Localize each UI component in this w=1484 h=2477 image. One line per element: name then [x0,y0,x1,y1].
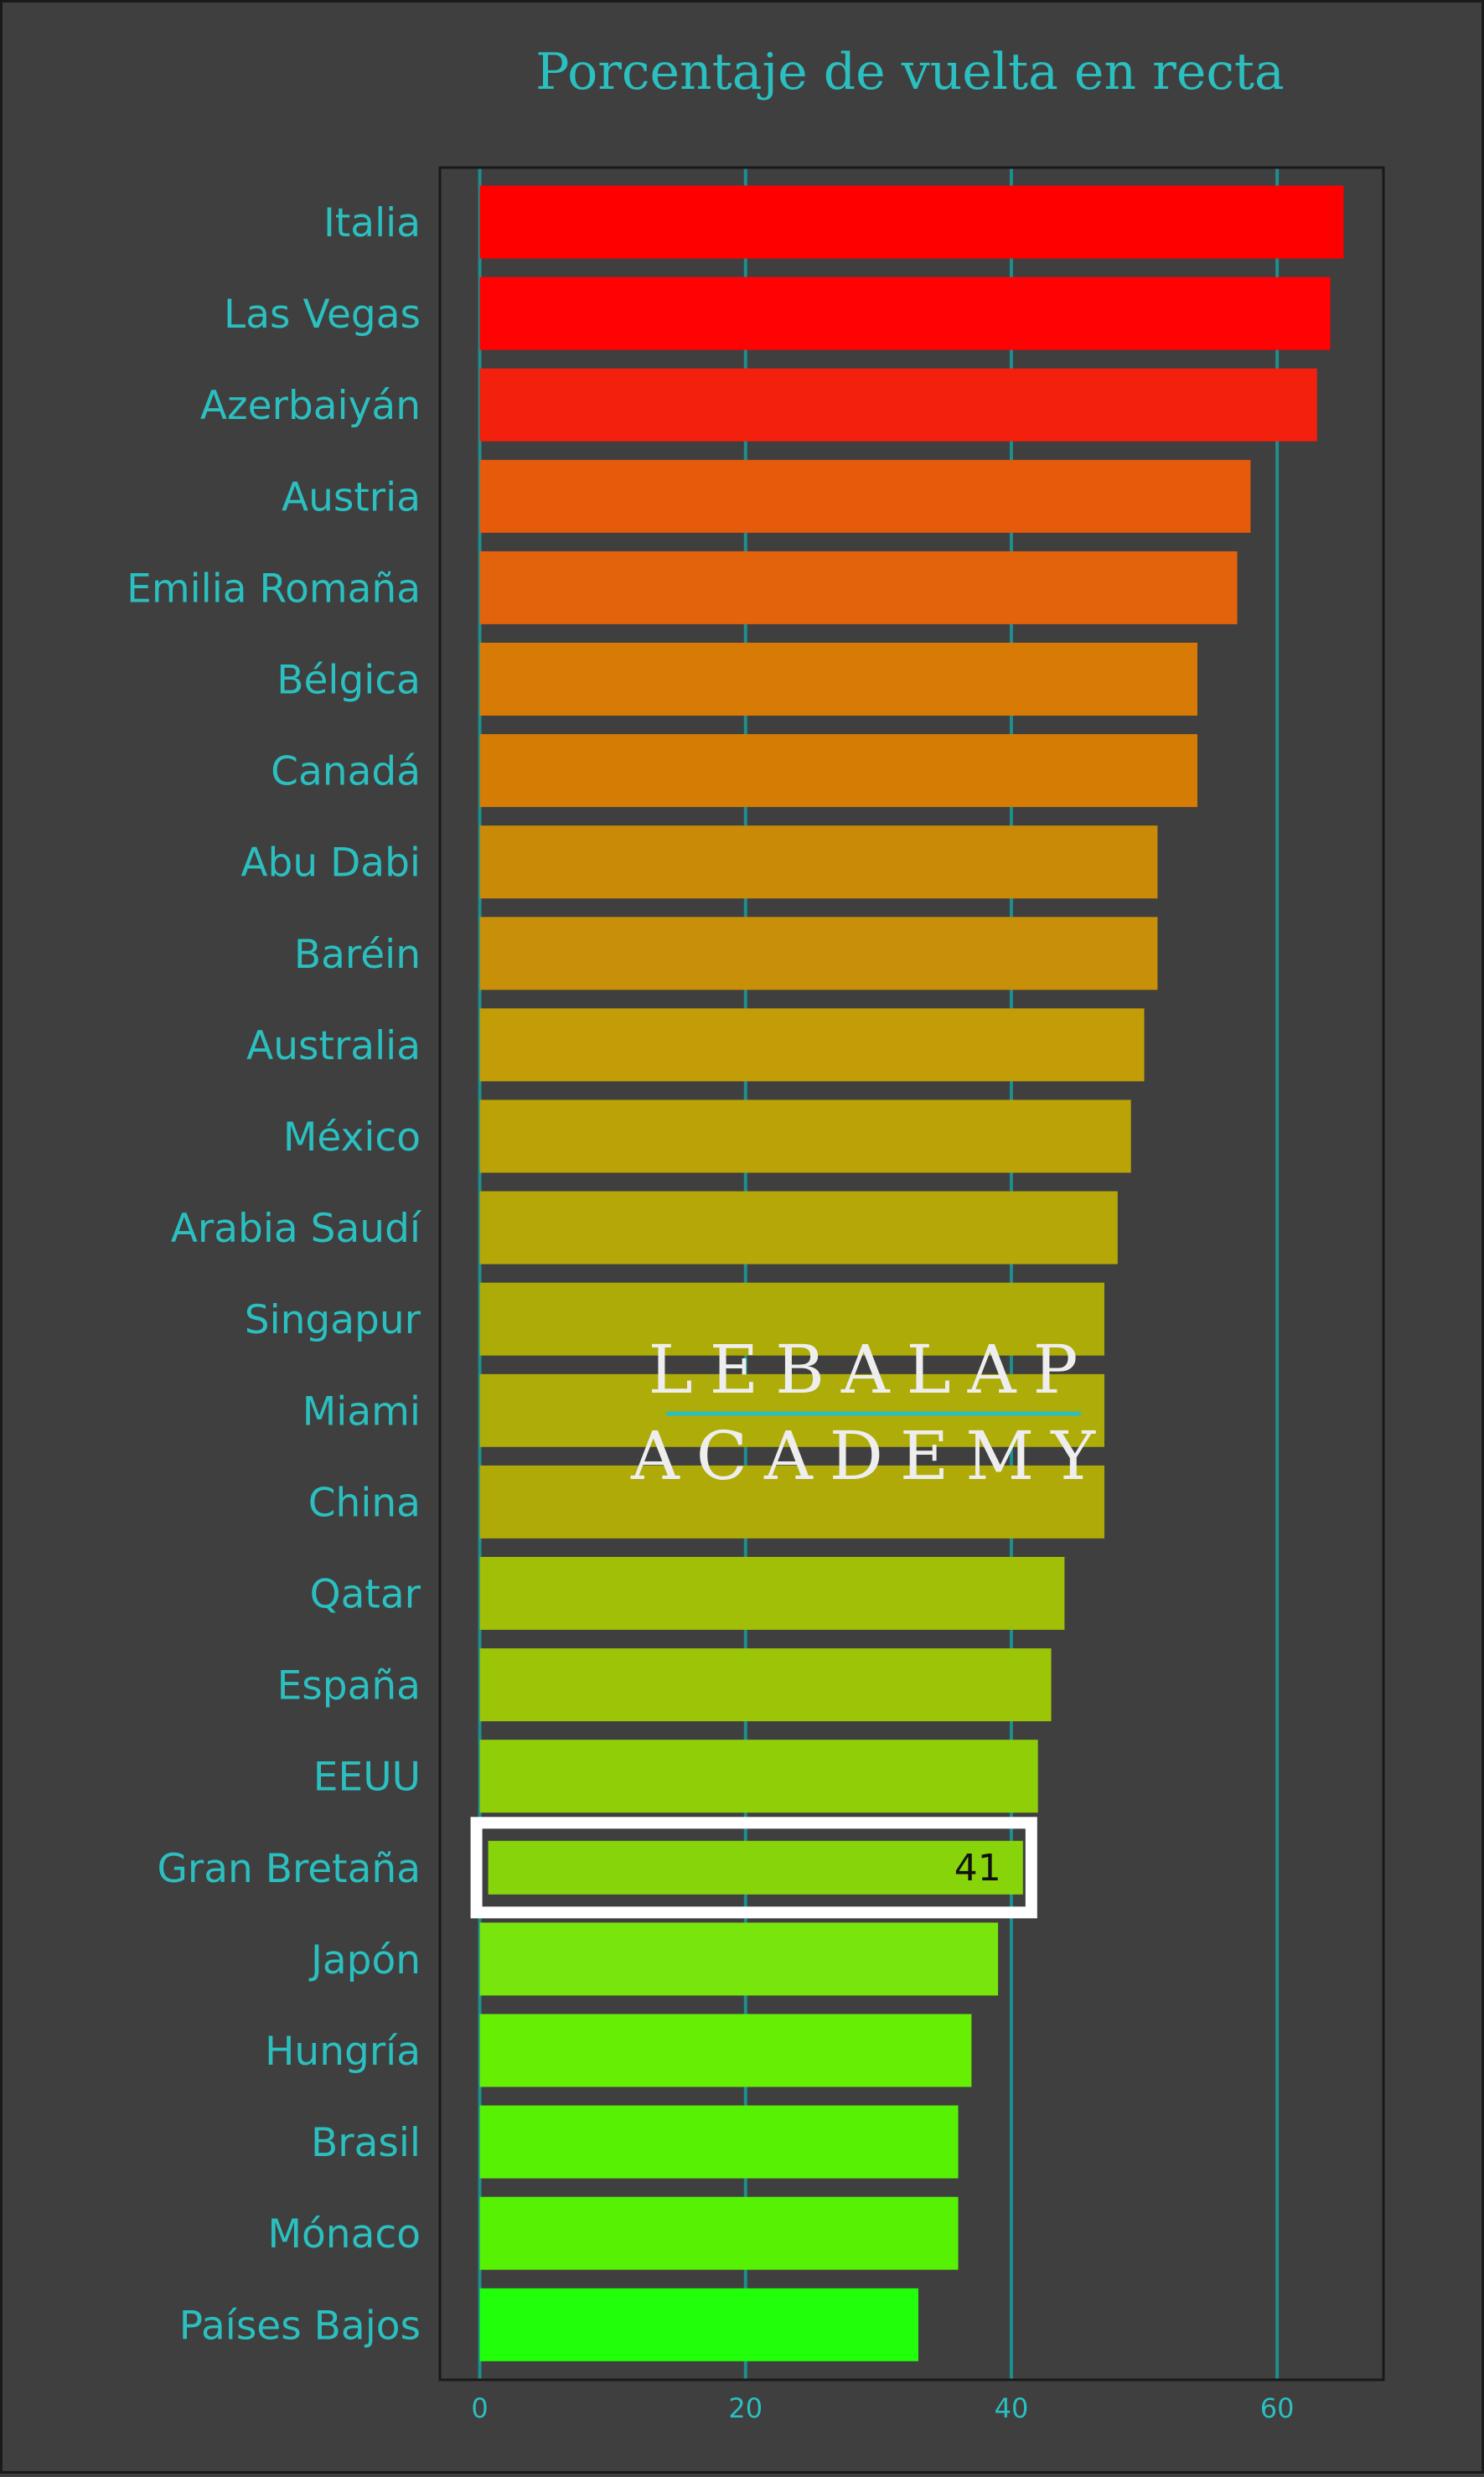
category-label: Emilia Romaña [127,566,421,612]
category-label: Países Bajos [179,2303,421,2349]
category-label: Mónaco [268,2211,421,2257]
category-label: México [283,1114,421,1161]
bar [479,2196,959,2270]
category-label: Australia [246,1023,421,1069]
category-label: China [308,1480,421,1526]
bar [488,1840,1023,1895]
bar-value-label: 41 [954,1847,1001,1890]
bar [479,825,1158,899]
category-label: España [277,1663,421,1709]
chart-title: Porcentaje de vuelta en recta [535,43,1285,101]
bar [479,1008,1145,1082]
bar [479,2288,918,2361]
category-label: Azerbaiyán [200,383,421,429]
bars: 41 [470,185,1344,2361]
bar [479,1740,1038,1813]
category-label: Canadá [271,749,421,795]
bar [479,1282,1104,1356]
bar [479,1922,999,1996]
bar [479,1465,1104,1538]
bar [479,551,1238,624]
x-tick-label: 0 [471,2392,488,2424]
watermark-line-1: LEBALAP [649,1331,1095,1409]
bar [479,1373,1104,1447]
x-tick-label: 20 [728,2392,763,2424]
category-label: Singapur [245,1297,421,1343]
bar [479,2014,972,2087]
category-label: Miami [302,1388,421,1435]
category-label: Brasil [311,2120,421,2166]
highlight-frame [470,1817,1037,1919]
bar [479,2105,959,2179]
bar [479,1557,1065,1630]
category-label: Qatar [310,1572,421,1618]
bar [479,1648,1052,1722]
bar [479,734,1197,808]
bar [479,459,1251,533]
bar [479,643,1197,716]
bar [479,917,1158,990]
category-labels: Italia Las Vegas Azerbaiyán Austria Emilia R… [127,200,422,2349]
x-tick-label: 40 [995,2392,1029,2424]
bar [479,277,1331,350]
bar [479,1191,1118,1264]
category-label: Abu Dabi [240,840,421,887]
category-label: Japón [308,1937,421,1983]
grid-lines [478,168,1280,2380]
x-axis-ticks: 0 20 40 60 [471,2392,1294,2424]
category-label: Austria [282,474,421,520]
category-label: Italia [323,200,421,246]
bar [479,185,1344,259]
category-label: Gran Bretaña [157,1846,421,1892]
watermark-line-2: ACADEMY [630,1417,1112,1495]
category-label: EEUU [313,1755,421,1801]
category-label: Baréin [294,932,421,978]
watermark: LEBALAP ACADEMY [630,1331,1112,1495]
category-label: Arabia Saudí [171,1206,422,1252]
x-tick-label: 60 [1260,2392,1295,2424]
bar [479,1099,1131,1173]
bar [479,368,1317,442]
plot-frame [438,166,1385,2381]
category-label: Las Vegas [224,292,421,338]
category-label: Bélgica [277,658,421,704]
category-label: Hungría [265,2029,421,2075]
